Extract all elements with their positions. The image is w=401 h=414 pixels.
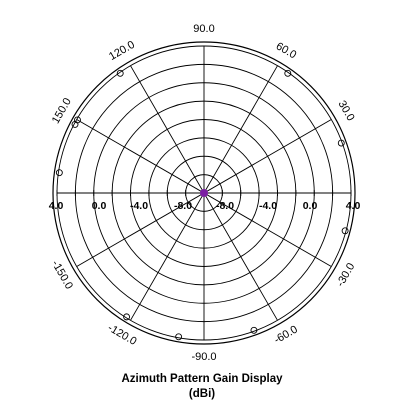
gain-marker [250,326,258,334]
gain-markers [55,69,349,341]
angle-tick-label: 30.0 [336,99,357,124]
radial-tick-label: 0.0 [92,200,107,212]
angle-tick-label: 120.0 [107,39,137,63]
gain-marker [55,169,63,177]
chart-subtitle: (dBi) [189,388,215,400]
gain-marker [175,333,183,341]
angle-tick-label: 90.0 [193,23,214,35]
gain-marker [71,120,79,128]
angle-tick-label: -120.0 [106,322,139,348]
gain-marker [284,69,292,77]
angle-tick-label: 150.0 [50,96,74,126]
angle-tick-label: -90.0 [191,351,216,363]
angle-tick-label: -150.0 [49,258,75,291]
radial-tick-label: -8.0 [216,200,234,212]
angle-tick-label: -30.0 [334,261,357,289]
gain-trace [200,189,208,197]
radial-tick-label: -4.0 [130,200,148,212]
gain-marker [341,227,349,235]
radial-tick-label: -8.0 [174,200,192,212]
angle-tick-label: 60.0 [274,40,299,61]
gain-trace-point [200,189,208,197]
gain-marker [116,69,124,77]
gain-marker [123,313,131,321]
chart-title: Azimuth Pattern Gain Display [121,373,283,385]
angle-tick-label: -60.0 [272,323,300,346]
radial-tick-label: 0.0 [303,200,318,212]
gain-marker [337,139,345,147]
radial-tick-label: 4.0 [49,200,64,212]
radial-tick-label: 4.0 [346,200,361,212]
radial-tick-label: -4.0 [259,200,277,212]
outer-rim [52,41,356,345]
